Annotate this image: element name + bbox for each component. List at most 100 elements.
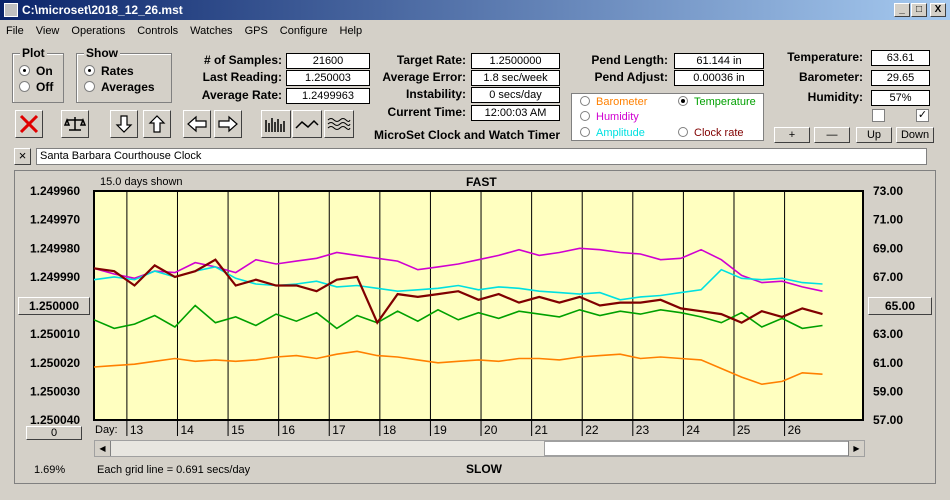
x-tick: 26 <box>788 423 802 437</box>
plus-button[interactable]: + <box>774 127 810 143</box>
center-temp-button[interactable]: 65.00 <box>868 297 932 315</box>
series-amplitude-label: Amplitude <box>596 127 645 139</box>
pend-adjust-field: 0.00036 in <box>674 70 764 86</box>
x-tick: 23 <box>636 423 650 437</box>
menu-help[interactable]: Help <box>339 25 363 37</box>
plot-off-label: Off <box>36 80 54 94</box>
day-label: Day: <box>95 424 118 436</box>
left-checkbox[interactable] <box>872 109 885 122</box>
arrow-up-button[interactable] <box>143 110 171 138</box>
samples-field: 21600 <box>286 53 370 69</box>
series-temperature-label: Temperature <box>694 96 756 108</box>
right-checkbox[interactable]: ✓ <box>916 109 929 122</box>
center-rate-button[interactable]: 1.250000 <box>18 297 90 315</box>
arrow-left-button[interactable] <box>183 110 211 138</box>
clear-name-button[interactable]: × <box>14 148 31 165</box>
x-tick: 17 <box>332 423 346 437</box>
series-line-amplitude <box>93 266 823 301</box>
y-left-tick: 1.249980 <box>30 241 80 255</box>
scroll-right-icon[interactable]: ▶ <box>848 441 864 456</box>
minus-button[interactable]: — <box>814 127 850 143</box>
y-right-tick: 59.00 <box>873 384 903 398</box>
series-line-temperature <box>93 304 823 330</box>
menu-operations[interactable]: Operations <box>71 25 126 37</box>
clock-name-field[interactable]: Santa Barbara Courthouse Clock <box>36 148 927 165</box>
menu-file[interactable]: File <box>6 25 24 37</box>
show-averages-radio[interactable]: Averages <box>84 80 155 94</box>
plot-on-radio[interactable]: On <box>19 64 53 78</box>
series-humidity-label: Humidity <box>596 111 639 123</box>
menu-view[interactable]: View <box>35 25 60 37</box>
wave-view-button[interactable] <box>324 110 354 138</box>
stop-button[interactable] <box>15 110 43 138</box>
y-right-tick: 67.00 <box>873 270 903 284</box>
show-averages-label: Averages <box>101 80 155 94</box>
chart-axes: 1.249960 1.249970 1.249980 1.249990 1.250010… <box>30 184 903 437</box>
humidity-field: 57% <box>871 90 930 106</box>
average-rate-field: 1.2499963 <box>286 88 370 104</box>
days-shown-label: 15.0 days shown <box>100 176 183 188</box>
menu-gps[interactable]: GPS <box>244 25 268 37</box>
series-temperature-radio[interactable]: Temperature <box>678 96 756 108</box>
humidity-label: Humidity: <box>807 90 863 104</box>
wave-icon <box>327 118 351 130</box>
menu-controls[interactable]: Controls <box>137 25 179 37</box>
show-rates-label: Rates <box>101 64 134 78</box>
barometer-label: Barometer: <box>798 70 863 84</box>
scroll-left-icon[interactable]: ◀ <box>95 441 111 456</box>
minimize-button[interactable]: _ <box>894 3 910 17</box>
arrow-right-button[interactable] <box>214 110 242 138</box>
slow-label: SLOW <box>466 462 502 476</box>
current-time-label: Current Time: <box>387 105 466 119</box>
title-bar: C:\microset\2018_12_26.mst _ □ X <box>0 0 950 20</box>
radio-icon <box>580 111 590 121</box>
x-tick: 14 <box>180 423 194 437</box>
menu-configure[interactable]: Configure <box>279 25 328 37</box>
plot-off-radio[interactable]: Off <box>19 80 53 94</box>
menu-watches[interactable]: Watches <box>190 25 233 37</box>
down-button[interactable]: Down <box>896 127 934 143</box>
arrow-down-button[interactable] <box>110 110 138 138</box>
show-rates-radio[interactable]: Rates <box>84 64 134 78</box>
y-right-tick: 57.00 <box>873 413 903 427</box>
y-right-tick: 63.00 <box>873 327 903 341</box>
arrow-down-icon <box>115 115 133 133</box>
y-right-tick: 71.00 <box>873 213 903 227</box>
zero-button[interactable]: 0 <box>26 426 82 440</box>
radio-icon <box>678 127 688 137</box>
x-tick: 19 <box>433 423 447 437</box>
radio-icon <box>580 96 590 106</box>
average-error-field: 1.8 sec/week <box>471 70 560 86</box>
series-humidity-radio[interactable]: Humidity <box>580 111 639 123</box>
x-tick: 18 <box>383 423 397 437</box>
temperature-field: 63.61 <box>871 50 930 66</box>
x-tick: 21 <box>535 423 549 437</box>
temperature-label: Temperature: <box>787 50 863 64</box>
series-line-barometer <box>93 350 823 386</box>
series-amplitude-radio[interactable]: Amplitude <box>580 127 645 139</box>
grid-note: Each grid line = 0.691 secs/day <box>97 464 251 476</box>
series-barometer-radio[interactable]: Barometer <box>580 96 647 108</box>
arrow-right-icon <box>218 115 238 133</box>
pend-adjust-label: Pend Adjust: <box>594 70 668 84</box>
y-left-tick: 1.250010 <box>30 327 80 341</box>
maximize-button[interactable]: □ <box>911 3 927 17</box>
radio-icon <box>19 81 30 92</box>
barometer-field: 29.65 <box>871 70 930 86</box>
window-title: C:\microset\2018_12_26.mst <box>22 3 183 17</box>
fast-label: FAST <box>466 175 497 189</box>
balance-button[interactable] <box>61 110 89 138</box>
close-button[interactable]: X <box>930 3 946 17</box>
time-scrollbar[interactable]: ◀ ▶ <box>94 440 865 457</box>
up-button[interactable]: Up <box>856 127 892 143</box>
instability-field: 0 secs/day <box>471 87 560 103</box>
current-time-field: 12:00:03 AM <box>471 105 560 121</box>
series-clockrate-radio[interactable]: Clock rate <box>678 127 744 139</box>
line-view-button[interactable] <box>292 110 322 138</box>
samples-label: # of Samples: <box>203 53 282 67</box>
chart-series <box>93 247 823 386</box>
bars-view-button[interactable] <box>261 110 291 138</box>
x-tick: 25 <box>737 423 751 437</box>
percent-label: 1.69% <box>34 464 66 476</box>
